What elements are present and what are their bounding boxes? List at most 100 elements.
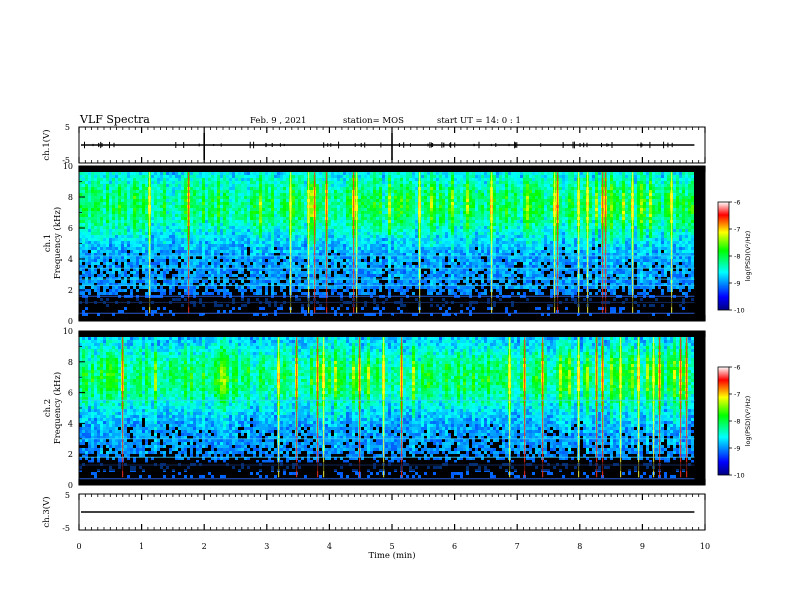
spectrogram-1-cell (196, 229, 199, 232)
spectrogram-1-cell (385, 268, 388, 271)
spectrogram-1-cell (412, 283, 415, 286)
spectrogram-1-sferic (188, 172, 190, 314)
spectrogram-1-cell (301, 247, 304, 250)
spectrogram-1-cell (154, 280, 157, 283)
spectrogram-1-cell (433, 247, 436, 250)
spectrogram-1-cell (271, 259, 274, 262)
spectrogram-1-cell (424, 250, 427, 253)
spectrogram-1-cell (172, 175, 175, 178)
spectrogram-1-cell (259, 196, 262, 199)
spectrogram-1-cell (268, 187, 271, 190)
spectrogram-1-cell (361, 184, 364, 187)
spectrogram-1-cell (271, 235, 274, 238)
spectrogram-1-cell (85, 193, 88, 196)
spectrogram-1-cell (364, 214, 367, 217)
spectrogram-1-cell (292, 286, 295, 289)
spectrogram-1-cell (151, 187, 154, 190)
spectrogram-1-cell (271, 247, 274, 250)
spectrogram-1-cell (388, 292, 391, 295)
spectrogram-1-cell (169, 223, 172, 226)
spectrogram-1-cell (268, 196, 271, 199)
spectrogram-1-cell (142, 235, 145, 238)
spectrogram-1-cell (214, 229, 217, 232)
spectrogram-1-cell (253, 172, 256, 175)
spectrogram-1-cell (85, 181, 88, 184)
spectrogram-1-cell (277, 202, 280, 205)
spectrogram-1-cell (91, 187, 94, 190)
spectrogram-1-cell (250, 178, 253, 181)
spectrogram-1-cell (265, 196, 268, 199)
spectrogram-1-cell (103, 223, 106, 226)
spectrogram-1-cell (88, 247, 91, 250)
spectrogram-1-cell (334, 283, 337, 286)
spectrogram-1-cell (133, 175, 136, 178)
spectrogram-1-cell (310, 244, 313, 247)
spectrogram-1-cell (421, 256, 424, 259)
spectrogram-1-cell (304, 226, 307, 229)
spectrogram-1-cell (364, 211, 367, 214)
spectrogram-1-cell (226, 223, 229, 226)
spectrogram-1-cell (328, 205, 331, 208)
spectrogram-1-cell (439, 280, 442, 283)
spectrogram-1-cell (436, 244, 439, 247)
spectrogram-1-cell (262, 244, 265, 247)
spectrogram-1-cell (298, 229, 301, 232)
spectrogram-1-cell (247, 202, 250, 205)
spectrogram-1-cell (220, 250, 223, 253)
spectrogram-1-cell (445, 178, 448, 181)
spectrogram-1-cell (184, 250, 187, 253)
spectrogram-1-cell (277, 238, 280, 241)
spectrogram-1-cell (319, 214, 322, 217)
spectrogram-1-cell (400, 223, 403, 226)
spectrogram-1-cell (172, 223, 175, 226)
spectrogram-1-cell (136, 220, 139, 223)
spectrogram-1-cell (358, 238, 361, 241)
spectrogram-1-cell (409, 274, 412, 277)
spectrogram-1-cell (235, 214, 238, 217)
spectrogram-1-cell (199, 196, 202, 199)
spectrogram-1-cell (133, 226, 136, 229)
spectrogram-1-cell (151, 211, 154, 214)
spectrogram-1-cell (109, 253, 112, 256)
spectrogram-1-cell (337, 274, 340, 277)
spectrogram-1-cell (163, 214, 166, 217)
spectrogram-1-cell (160, 196, 163, 199)
spectrogram-1-cell (424, 220, 427, 223)
spectrogram-1-cell (106, 214, 109, 217)
spectrogram-1-cell (208, 172, 211, 175)
spectrogram-1-cell (166, 214, 169, 217)
spectrogram-1-cell (364, 313, 367, 316)
spectrogram-1-cell (388, 283, 391, 286)
spectrogram-1-cell (373, 190, 376, 193)
spectrogram-1-cell (388, 286, 391, 289)
spectrogram-1-cell (154, 235, 157, 238)
spectrogram-1-cell (265, 271, 268, 274)
spectrogram-1-cell (274, 274, 277, 277)
spectrogram-1-cell (304, 271, 307, 274)
spectrogram-1-cell (160, 229, 163, 232)
spectrogram-1-cell (142, 262, 145, 265)
spectrogram-1-cell (79, 214, 82, 217)
spectrogram-1-cell (205, 187, 208, 190)
spectrogram-1-cell (79, 244, 82, 247)
spectrogram-1-cell (412, 271, 415, 274)
spectrogram-1-cell (196, 271, 199, 274)
spectrogram-1-cell (331, 232, 334, 235)
spectrogram-1-cell (262, 238, 265, 241)
spectrogram-1-cell (283, 271, 286, 274)
spectrogram-1-cell (136, 208, 139, 211)
spectrogram-1-cell (286, 241, 289, 244)
spectrogram-1-cell (124, 283, 127, 286)
spectrogram-1-cell (121, 214, 124, 217)
spectrogram-1-cell (331, 223, 334, 226)
spectrogram-1-cell (379, 241, 382, 244)
spectrogram-1-cell (217, 247, 220, 250)
spectrogram-1-cell (91, 274, 94, 277)
spectrogram-1-cell (88, 202, 91, 205)
spectrogram-1-cell (244, 214, 247, 217)
spectrogram-1-cell (88, 226, 91, 229)
spectrogram-1-cell (277, 214, 280, 217)
spectrogram-1-cell (337, 190, 340, 193)
spectrogram-1-cell (124, 274, 127, 277)
spectrogram-1-cell (361, 217, 364, 220)
